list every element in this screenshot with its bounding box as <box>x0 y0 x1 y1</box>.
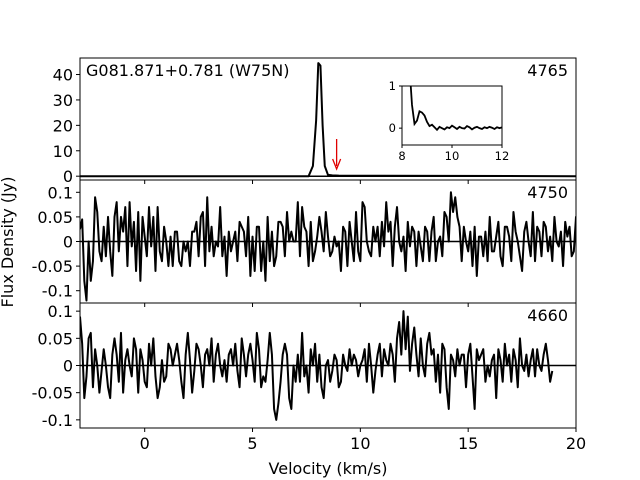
inset-y-tick-label: 0 <box>389 121 396 135</box>
panel-label: 4750 <box>527 183 568 202</box>
inset-plot: 8 10 12 0 1 <box>389 79 510 163</box>
y-tick-label: 0.05 <box>37 208 73 227</box>
x-tick-label: 10 <box>350 434 370 453</box>
y-tick-label: -0.05 <box>32 384 73 403</box>
arrow-head <box>332 158 342 171</box>
inset-x-tick-label: 10 <box>445 149 460 163</box>
x-axis-label: Velocity (km/s) <box>269 459 388 478</box>
panel-label: 4765 <box>527 61 568 80</box>
y-tick-label: 20 <box>53 116 73 135</box>
y-tick-label: 0.1 <box>48 302 73 321</box>
y-tick-label: 0 <box>63 233 73 252</box>
y-axis-label: Flux Density (Jy) <box>0 177 17 308</box>
spectrum-line <box>80 62 576 178</box>
inset-x-tick-label: 8 <box>398 149 405 163</box>
inset-y-tick-label: 1 <box>389 79 396 93</box>
inset-bg <box>402 86 502 145</box>
x-tick-label: 20 <box>566 434 586 453</box>
red-arrow <box>332 139 342 171</box>
y-tick-label: 0.05 <box>37 329 73 348</box>
panel-label: 4660 <box>527 306 568 325</box>
x-tick-label: 0 <box>140 434 150 453</box>
panel-4660: -0.1 -0.05 0 0.05 0.1 0 5 10 15 20 4660 <box>32 302 587 453</box>
panel-4765: 0 10 20 30 40 4765 G081.871+0.781 (W75N) 8 10 12 0… <box>53 57 577 186</box>
source-name: G081.871+0.781 (W75N) <box>86 61 290 80</box>
y-tick-label: -0.05 <box>32 257 73 276</box>
panel-4750: -0.1 -0.05 0 0.05 0.1 4750 <box>32 179 577 307</box>
x-tick-label: 5 <box>247 434 257 453</box>
y-tick-label: 0.1 <box>48 183 73 202</box>
y-tick-label: 40 <box>53 66 73 85</box>
y-tick-label: -0.1 <box>42 282 73 301</box>
spectrum-line <box>80 191 576 302</box>
y-tick-label: 10 <box>53 142 73 161</box>
x-tick-label: 15 <box>458 434 478 453</box>
spectrum-line <box>80 310 554 421</box>
y-tick-label: -0.1 <box>42 411 73 430</box>
inset-x-tick-label: 12 <box>495 149 510 163</box>
y-tick-label: 0 <box>63 167 73 186</box>
y-tick-label: 0 <box>63 357 73 376</box>
y-tick-label: 30 <box>53 91 73 110</box>
inset-spectrum-line <box>409 86 502 132</box>
